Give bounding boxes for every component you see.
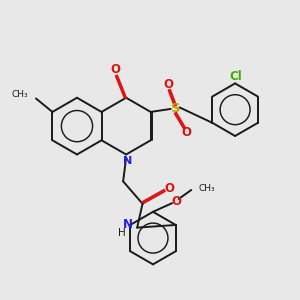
Text: N: N: [123, 218, 133, 231]
Text: O: O: [164, 78, 174, 91]
Text: O: O: [171, 195, 181, 208]
Text: O: O: [111, 64, 121, 76]
Text: O: O: [165, 182, 175, 195]
Text: CH₃: CH₃: [199, 184, 215, 193]
Text: H: H: [118, 228, 125, 238]
Text: CH₃: CH₃: [12, 90, 28, 99]
Text: Cl: Cl: [229, 70, 242, 83]
Text: N: N: [123, 156, 132, 166]
Text: O: O: [182, 126, 191, 139]
Text: S: S: [171, 102, 181, 116]
